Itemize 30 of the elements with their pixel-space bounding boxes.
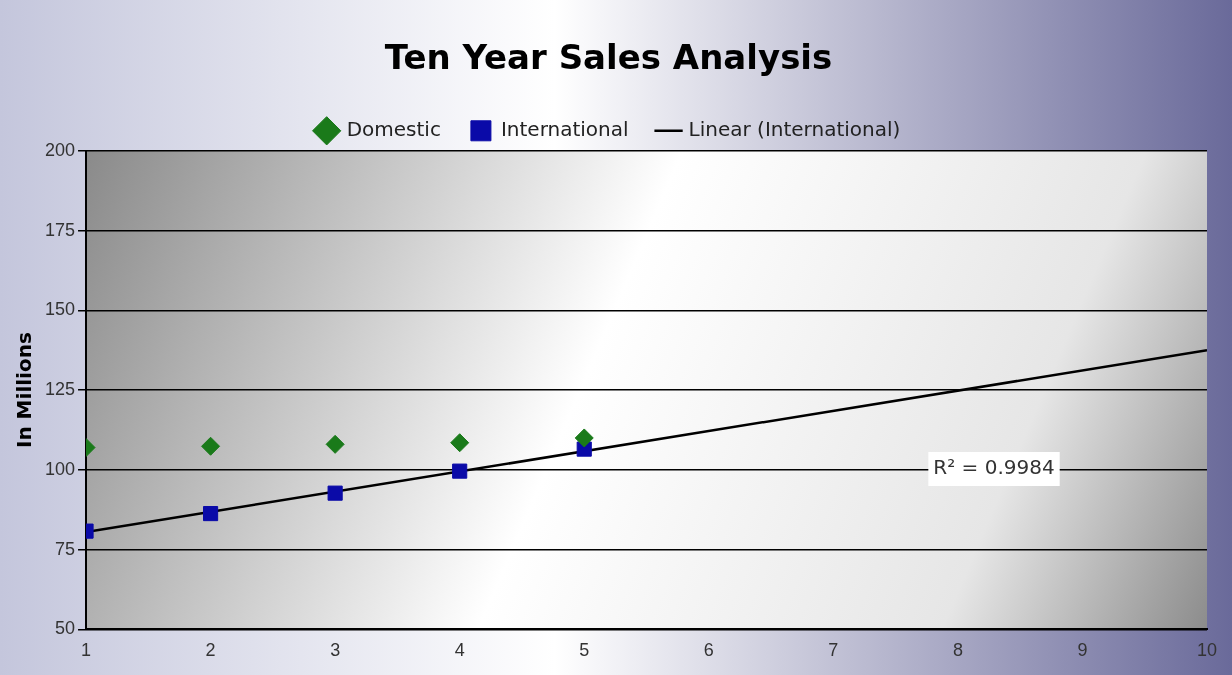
y-tick-label: 50	[55, 618, 76, 639]
legend-label: Linear (International)	[688, 117, 901, 141]
annotation: R² = 0.9984	[933, 455, 1055, 480]
y-tick-label: 100	[44, 458, 76, 479]
point	[452, 463, 468, 479]
x-tick-label: 7	[828, 640, 839, 661]
y-tick-label: 125	[44, 379, 76, 400]
x-tick-label: 1	[81, 640, 92, 661]
x-tick-label: 6	[703, 640, 714, 661]
legend-label: International	[500, 117, 629, 141]
x-tick-label: 5	[579, 640, 590, 661]
y-axis-title: In Millions	[12, 332, 37, 449]
legend-label: Domestic	[346, 117, 441, 141]
y-tick-label: 150	[44, 299, 76, 320]
x-tick-label: 2	[205, 640, 216, 661]
point	[325, 434, 345, 454]
point	[327, 485, 343, 501]
y-tick-label: 175	[44, 219, 76, 240]
point	[450, 433, 470, 453]
y-tick-label: 75	[55, 538, 76, 559]
x-tick-label: 10	[1196, 640, 1218, 661]
x-tick-label: 8	[952, 640, 963, 661]
point	[201, 436, 221, 456]
chart-title: Ten Year Sales Analysis	[384, 37, 833, 78]
point	[203, 506, 219, 522]
x-tick-label: 4	[454, 640, 465, 661]
y-tick-label: 200	[44, 139, 76, 160]
point	[574, 428, 594, 448]
x-tick-label: 9	[1077, 640, 1088, 661]
x-tick-label: 3	[330, 640, 341, 661]
